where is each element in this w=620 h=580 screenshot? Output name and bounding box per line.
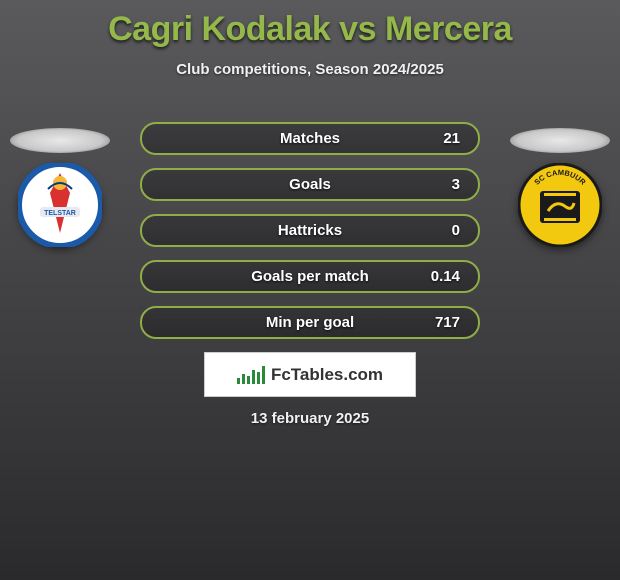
cambuur-badge-icon: SC CAMBUUR bbox=[518, 163, 602, 247]
stat-right-value: 717 bbox=[410, 314, 460, 331]
team-badge-right: SC CAMBUUR bbox=[518, 163, 602, 247]
stat-label: Goals bbox=[289, 176, 331, 193]
player-left-silhouette bbox=[10, 128, 110, 153]
stat-right-value: 0.14 bbox=[410, 268, 460, 285]
stats-container: Matches 21 Goals 3 Hattricks 0 Goals per match… bbox=[140, 122, 480, 339]
page-title: Cagri Kodalak vs Mercera bbox=[0, 0, 620, 49]
logo-bars-icon bbox=[237, 366, 265, 384]
stat-row: Goals per match 0.14 bbox=[140, 260, 480, 293]
player-right-column: SC CAMBUUR bbox=[500, 128, 620, 247]
stat-right-value: 3 bbox=[410, 176, 460, 193]
stat-row: Matches 21 bbox=[140, 122, 480, 155]
stat-label: Min per goal bbox=[266, 314, 354, 331]
stat-row: Goals 3 bbox=[140, 168, 480, 201]
team-badge-left: TELSTAR bbox=[18, 163, 102, 247]
player-right-silhouette bbox=[510, 128, 610, 153]
stat-label: Matches bbox=[280, 130, 340, 147]
stat-right-value: 21 bbox=[410, 130, 460, 147]
subtitle: Club competitions, Season 2024/2025 bbox=[0, 61, 620, 78]
date-text: 13 february 2025 bbox=[0, 410, 620, 427]
svg-text:TELSTAR: TELSTAR bbox=[44, 210, 76, 217]
stat-row: Hattricks 0 bbox=[140, 214, 480, 247]
player-left-column: TELSTAR bbox=[0, 128, 120, 247]
stat-right-value: 0 bbox=[410, 222, 460, 239]
stat-label: Hattricks bbox=[278, 222, 342, 239]
telstar-badge-icon: TELSTAR bbox=[18, 163, 102, 247]
logo-text: FcTables.com bbox=[271, 365, 383, 385]
stat-label: Goals per match bbox=[251, 268, 369, 285]
stat-row: Min per goal 717 bbox=[140, 306, 480, 339]
fctables-logo: FcTables.com bbox=[204, 352, 416, 397]
